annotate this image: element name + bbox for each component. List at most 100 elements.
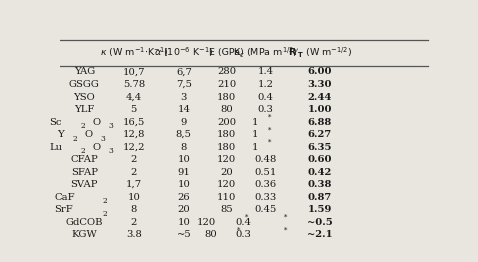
Text: 1.59: 1.59	[308, 205, 332, 214]
Text: *: *	[284, 214, 287, 222]
Text: 2: 2	[73, 135, 78, 143]
Text: O: O	[84, 130, 92, 139]
Text: 0.48: 0.48	[254, 155, 277, 164]
Text: 0.87: 0.87	[308, 193, 332, 201]
Text: 1: 1	[252, 130, 258, 139]
Text: YLF: YLF	[74, 105, 94, 114]
Text: 0.42: 0.42	[308, 168, 332, 177]
Text: 80: 80	[220, 105, 233, 114]
Text: Sc: Sc	[49, 118, 62, 127]
Text: $\alpha$ (10$^{-6}$ K$^{-1}$): $\alpha$ (10$^{-6}$ K$^{-1}$)	[154, 46, 214, 59]
Text: 0.3: 0.3	[258, 105, 273, 114]
Text: SrF: SrF	[54, 205, 73, 214]
Text: 3.30: 3.30	[308, 80, 332, 89]
Text: 1.00: 1.00	[308, 105, 332, 114]
Text: 6.88: 6.88	[308, 118, 332, 127]
Text: 10: 10	[177, 180, 190, 189]
Text: *: *	[284, 226, 287, 234]
Text: 0.38: 0.38	[308, 180, 332, 189]
Text: *: *	[268, 139, 271, 147]
Text: 9: 9	[181, 118, 187, 127]
Text: 0.4: 0.4	[257, 92, 273, 101]
Text: 2.44: 2.44	[308, 92, 332, 101]
Text: 10: 10	[177, 155, 190, 164]
Text: Y: Y	[57, 130, 64, 139]
Text: 120: 120	[217, 180, 236, 189]
Text: 8: 8	[181, 143, 187, 151]
Text: YSO: YSO	[73, 92, 95, 101]
Text: $\kappa$ (W m$^{-1}$$\cdot$K$^{-1}$): $\kappa$ (W m$^{-1}$$\cdot$K$^{-1}$)	[99, 46, 168, 59]
Text: 6.27: 6.27	[308, 130, 332, 139]
Text: 0.3: 0.3	[236, 230, 251, 239]
Text: YAG: YAG	[74, 68, 95, 77]
Text: 20: 20	[220, 168, 233, 177]
Text: *: *	[245, 214, 248, 222]
Text: 8: 8	[130, 205, 137, 214]
Text: 3: 3	[108, 122, 113, 130]
Text: ~0.5: ~0.5	[307, 217, 333, 227]
Text: 10,7: 10,7	[122, 68, 145, 77]
Text: 0.45: 0.45	[254, 205, 277, 214]
Text: 10: 10	[128, 193, 140, 201]
Text: 7,5: 7,5	[176, 80, 192, 89]
Text: 85: 85	[220, 205, 233, 214]
Text: 26: 26	[177, 193, 190, 201]
Text: 2: 2	[103, 210, 108, 218]
Text: 120: 120	[197, 217, 216, 227]
Text: *: *	[237, 226, 240, 234]
Text: SFAP: SFAP	[71, 168, 98, 177]
Text: 1.4: 1.4	[257, 68, 273, 77]
Text: 80: 80	[205, 230, 217, 239]
Text: 180: 180	[217, 143, 236, 151]
Text: GSGG: GSGG	[69, 80, 99, 89]
Text: GdCOB: GdCOB	[65, 217, 103, 227]
Text: ~5: ~5	[176, 230, 191, 239]
Text: 6.00: 6.00	[308, 68, 332, 77]
Text: CaF: CaF	[54, 193, 75, 201]
Text: E (GPa): E (GPa)	[209, 48, 244, 57]
Text: 5.78: 5.78	[123, 80, 145, 89]
Text: 0.60: 0.60	[308, 155, 332, 164]
Text: 110: 110	[217, 193, 236, 201]
Text: 2: 2	[130, 168, 137, 177]
Text: 6,7: 6,7	[176, 68, 192, 77]
Text: 2: 2	[81, 148, 86, 155]
Text: 1,7: 1,7	[126, 180, 142, 189]
Text: O: O	[92, 118, 100, 127]
Text: $\mathbf{R'_T}$ (W m$^{-1/2}$): $\mathbf{R'_T}$ (W m$^{-1/2}$)	[288, 46, 352, 60]
Text: SVAP: SVAP	[70, 180, 98, 189]
Text: 5: 5	[130, 105, 137, 114]
Text: 2: 2	[81, 122, 86, 130]
Text: K$_c$ (MPa m$^{1/2}$): K$_c$ (MPa m$^{1/2}$)	[233, 46, 298, 60]
Text: O: O	[92, 143, 100, 151]
Text: 180: 180	[217, 92, 236, 101]
Text: 0.51: 0.51	[254, 168, 277, 177]
Text: 8,5: 8,5	[176, 130, 192, 139]
Text: 16,5: 16,5	[123, 118, 145, 127]
Text: 210: 210	[217, 80, 236, 89]
Text: 14: 14	[177, 105, 190, 114]
Text: 91: 91	[177, 168, 190, 177]
Text: 0.33: 0.33	[254, 193, 276, 201]
Text: 120: 120	[217, 155, 236, 164]
Text: 3: 3	[100, 135, 105, 143]
Text: 12,2: 12,2	[122, 143, 145, 151]
Text: 3: 3	[108, 148, 113, 155]
Text: *: *	[268, 126, 271, 134]
Text: 180: 180	[217, 130, 236, 139]
Text: *: *	[268, 114, 271, 122]
Text: 6.35: 6.35	[308, 143, 332, 151]
Text: 4,4: 4,4	[126, 92, 142, 101]
Text: 3: 3	[181, 92, 187, 101]
Text: 2: 2	[103, 198, 108, 205]
Text: 1.2: 1.2	[257, 80, 273, 89]
Text: 2: 2	[130, 155, 137, 164]
Text: 200: 200	[217, 118, 236, 127]
Text: Lu: Lu	[49, 143, 62, 151]
Text: 2: 2	[130, 217, 137, 227]
Text: 1: 1	[252, 118, 258, 127]
Text: 1: 1	[252, 143, 258, 151]
Text: KGW: KGW	[71, 230, 97, 239]
Text: 10: 10	[177, 217, 190, 227]
Text: CFAP: CFAP	[70, 155, 98, 164]
